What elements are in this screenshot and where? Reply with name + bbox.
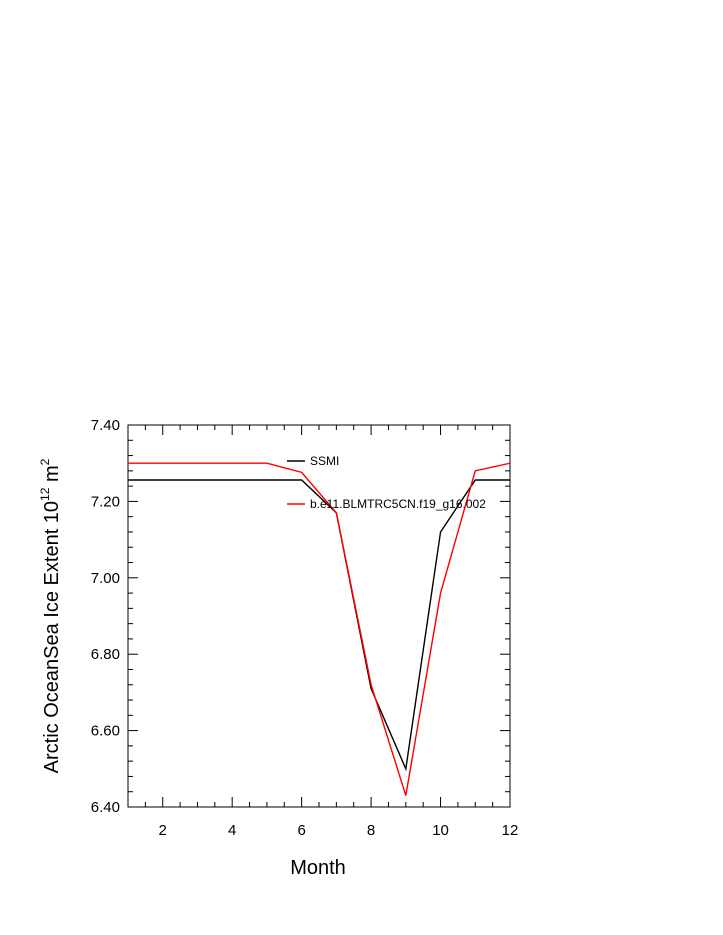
series-lines xyxy=(128,462,511,796)
x-tick-label: 12 xyxy=(502,822,519,839)
legend: SSMI b.e11.BLMTRC5CN.f19_g16.002 xyxy=(287,454,486,511)
x-tick-label: 8 xyxy=(367,822,375,839)
y-tick-label: 7.00 xyxy=(91,570,120,587)
x-tick-label: 2 xyxy=(159,822,167,839)
plot-frame xyxy=(127,424,511,808)
legend-label-1: SSMI xyxy=(310,454,339,468)
x-tick-label: 10 xyxy=(432,822,449,839)
legend-label-2: b.e11.BLMTRC5CN.f19_g16.002 xyxy=(310,497,486,511)
y-axis-title: Arctic OceanSea Ice Extent 1012 m2 xyxy=(38,458,63,773)
series-line-1 xyxy=(128,479,510,772)
y-tick-label: 7.40 xyxy=(91,417,120,434)
y-tick-label: 6.60 xyxy=(91,723,120,740)
series-line-2 xyxy=(128,462,511,796)
y-tick-label: 6.80 xyxy=(91,646,120,663)
y-axis-title-exponent: 12 xyxy=(38,487,52,501)
y-tick-label: 7.20 xyxy=(91,493,120,510)
x-tick-label: 4 xyxy=(228,822,236,839)
x-axis-title: Month xyxy=(290,857,346,879)
x-tick-label: 6 xyxy=(297,822,305,839)
y-axis-title-unit-exponent: 2 xyxy=(38,458,52,465)
y-tick-label: 6.40 xyxy=(91,799,120,816)
y-axis-title-unit: m xyxy=(41,465,63,487)
plot-border xyxy=(127,424,511,808)
y-axis-title-main: Arctic OceanSea Ice Extent 10 xyxy=(41,501,63,773)
axis-ticks xyxy=(127,424,511,808)
tick-labels: 2 4 6 8 10 12 6.40 6.60 6.80 7.00 7.20 7.40 xyxy=(91,417,519,839)
